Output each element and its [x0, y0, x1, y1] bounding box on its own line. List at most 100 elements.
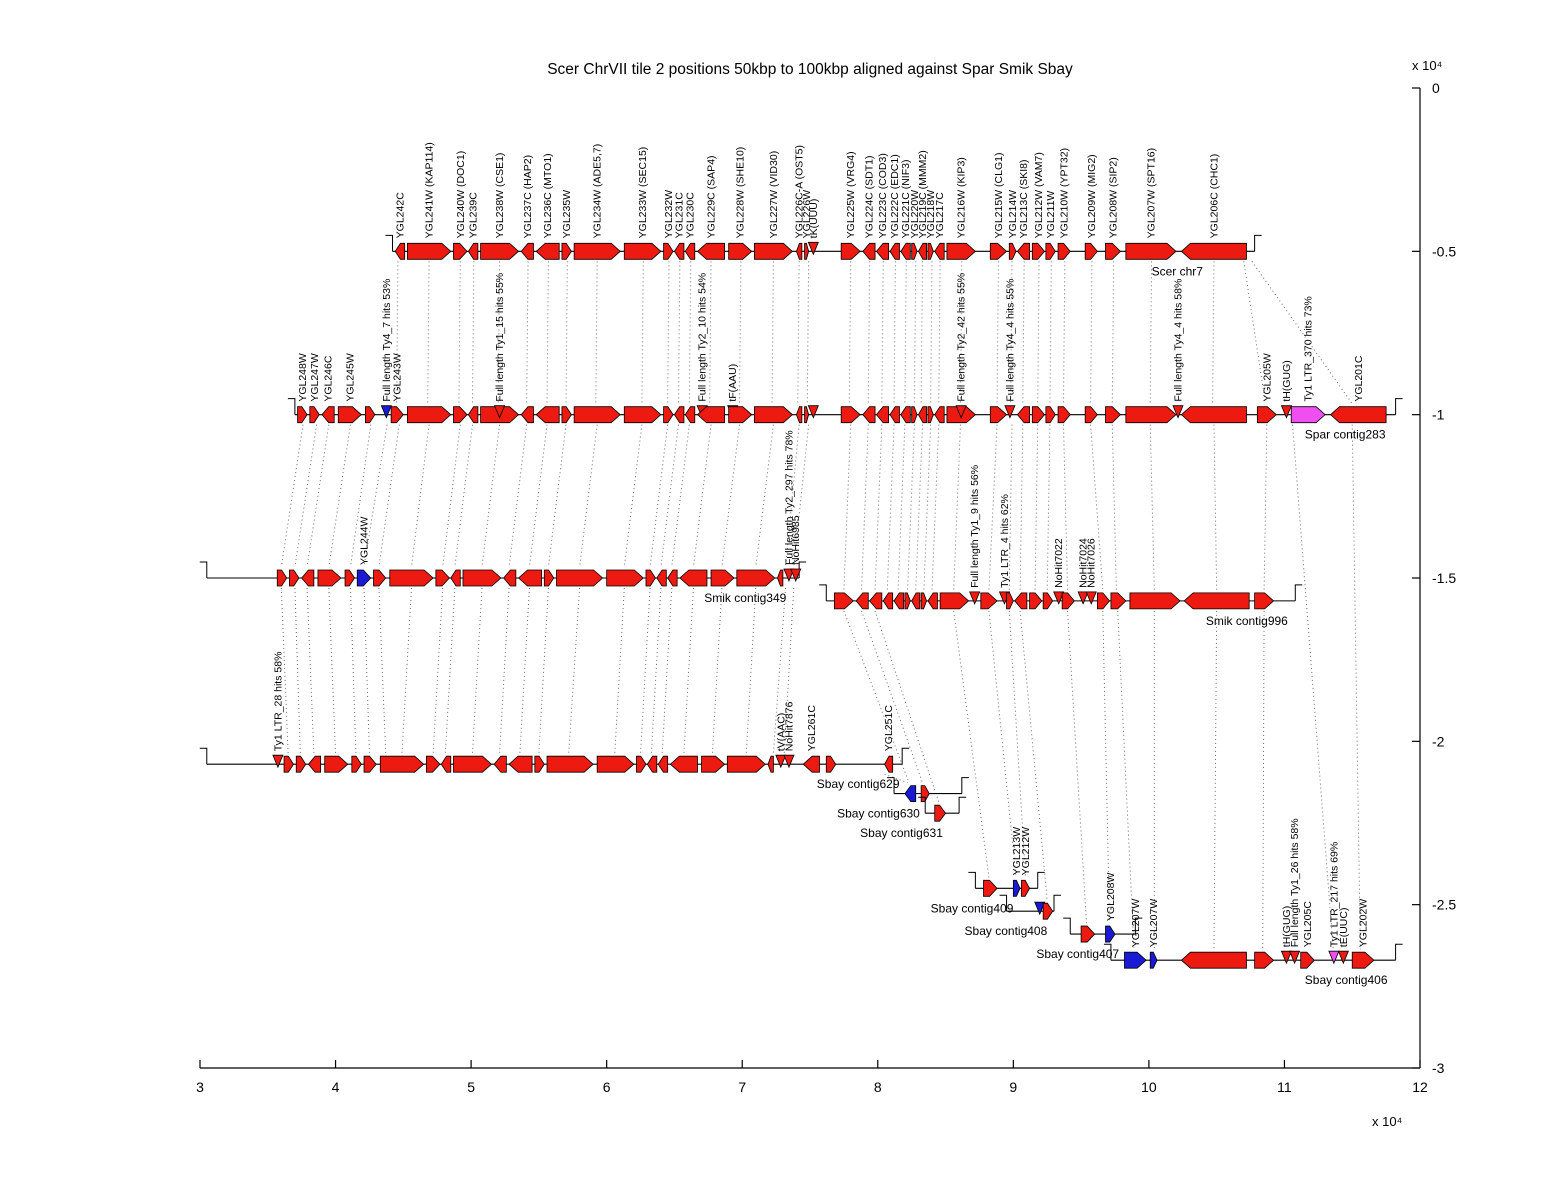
repeat-marker — [1034, 901, 1046, 916]
feature-label: NoHit7024 — [1078, 538, 1090, 588]
y-axis-tick-label: 0 — [1432, 80, 1440, 96]
contig-end-bracket — [385, 234, 393, 252]
gene-arrow — [1180, 951, 1247, 969]
contig-end-bracket — [1063, 917, 1071, 935]
gene-arrow — [407, 242, 452, 260]
feature-label: YGL208W — [1105, 873, 1117, 922]
feature-label: YGL248W — [297, 353, 309, 402]
gene-arrow — [363, 755, 377, 773]
gene-arrow — [900, 242, 911, 260]
alignment-links-layer — [280, 261, 1361, 950]
gene-arrow — [754, 242, 793, 260]
x-axis-tick-label: 8 — [874, 1079, 882, 1095]
feature-label: Full length Ty4_4 hits 58% — [1173, 279, 1185, 402]
gene-arrow — [373, 569, 387, 587]
gene-arrow — [1016, 242, 1031, 260]
gene-arrow — [983, 879, 998, 897]
gene-arrow — [297, 406, 308, 424]
gene-arrow — [324, 755, 349, 773]
feature-label: YGL207W — [1148, 899, 1160, 948]
gene-arrow — [606, 569, 644, 587]
gene-arrow — [900, 406, 911, 424]
gene-arrow — [1031, 406, 1046, 424]
alignment-link-line — [953, 610, 990, 878]
feature-label: NoHit7026 — [1086, 538, 1098, 588]
gene-arrow — [673, 242, 685, 260]
feature-label: YGL233W (SEC15) — [637, 147, 649, 239]
gene-arrow — [379, 755, 425, 773]
track-spar-contig283: YGL248W YGL247W YGL246C YGL245W Full length … — [287, 273, 1403, 442]
feature-label: Full length Ty2_10 hits 54% — [697, 273, 709, 402]
feature-label: YGL202W — [1358, 899, 1370, 948]
gene-arrow — [696, 406, 726, 424]
gene-arrow — [701, 755, 726, 773]
gene-arrow — [825, 755, 837, 773]
gene-arrow — [917, 242, 927, 260]
track-sbay-contig631: Sbay contig631 — [860, 796, 967, 840]
feature-label: YGL207W — [1130, 899, 1142, 948]
contig-end-bracket — [901, 747, 910, 765]
gene-arrow — [503, 569, 517, 587]
gene-arrow — [728, 406, 753, 424]
gene-arrow — [804, 406, 810, 424]
feature-label: Ty1 LTR_28 hits 58% — [272, 652, 284, 752]
x-axis-tick-label: 3 — [196, 1079, 204, 1095]
gene-arrow — [1042, 902, 1054, 920]
gene-arrow — [435, 569, 450, 587]
feature-label: YGL220W — [909, 190, 921, 239]
alignment-link-line — [1262, 610, 1265, 950]
gene-arrow — [1061, 592, 1075, 610]
gene-arrow — [875, 406, 890, 424]
repeat-marker — [1280, 405, 1293, 419]
gene-arrow — [1045, 242, 1056, 260]
gene-arrow — [623, 406, 662, 424]
gene-arrow — [364, 406, 376, 424]
feature-label: tH(GUG) — [1281, 360, 1293, 401]
gene-arrow — [1254, 951, 1275, 969]
feature-label: YGL206C (CHC1) — [1208, 154, 1220, 239]
gene-arrow — [946, 242, 976, 260]
gene-arrow — [1096, 592, 1111, 610]
gene-arrow — [904, 592, 911, 610]
gene-arrow — [736, 569, 776, 587]
y-axis-tick-label: -3 — [1432, 1060, 1445, 1076]
gene-arrow — [802, 755, 820, 773]
contig-end-bracket — [958, 796, 967, 814]
contig-end-bracket — [1395, 943, 1403, 961]
contig-label: Sbay contig630 — [837, 807, 920, 821]
repeat-marker — [1053, 591, 1065, 605]
gene-arrow — [875, 242, 890, 260]
feature-label: YGL226C-A (OST5) — [794, 145, 806, 238]
y-axis-exponent-label: x 10⁴ — [1412, 58, 1442, 73]
feature-label: YGL217C — [934, 192, 946, 239]
gene-arrow — [309, 406, 320, 424]
gene-arrow — [684, 406, 696, 424]
gene-arrow — [1021, 879, 1031, 897]
gene-arrow — [623, 242, 662, 260]
gene-arrow — [1006, 592, 1014, 610]
gene-arrow — [1057, 242, 1071, 260]
y-axis-tick-label: -1 — [1432, 407, 1445, 423]
gene-arrow — [1105, 242, 1121, 260]
gene-arrow — [1329, 406, 1387, 424]
feature-label: Full length Ty4_4 hits 55% — [1004, 279, 1016, 402]
contig-end-bracket — [968, 871, 976, 889]
feature-label: YGL231C — [674, 192, 686, 239]
repeat-marker — [969, 591, 981, 605]
feature-label: YGL225W (VRG4) — [845, 151, 857, 238]
x-axis-tick-label: 12 — [1412, 1079, 1428, 1095]
feature-label: NoHit6985 — [790, 515, 802, 565]
gene-arrow — [1031, 242, 1046, 260]
contig-label: Smik contig349 — [704, 591, 786, 605]
feature-label: YGL229C (SAP4) — [706, 155, 718, 238]
feature-label: YGL219C (MMM2) — [917, 150, 929, 238]
contig-end-bracket — [1037, 871, 1045, 889]
gene-arrow — [1029, 592, 1043, 610]
gene-arrow — [840, 242, 861, 260]
gene-arrow — [356, 569, 372, 587]
feature-label: YGL227W (VID30) — [768, 151, 780, 239]
gene-arrow — [884, 755, 894, 773]
feature-label: YGL211W — [1045, 191, 1057, 239]
feature-label: Full length Ty2_42 hits 55% — [956, 273, 968, 402]
